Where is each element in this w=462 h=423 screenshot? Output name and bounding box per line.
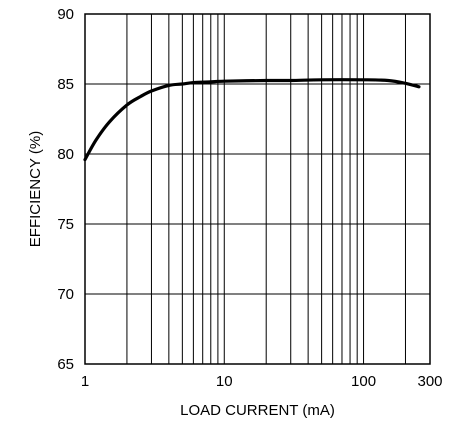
x-tick-label: 100	[351, 373, 376, 390]
x-tick-label: 300	[417, 373, 442, 390]
x-tick-label: 1	[81, 373, 89, 390]
efficiency-series-line-0	[83, 78, 421, 162]
x-tick-label: 10	[216, 373, 233, 390]
plot-frame	[84, 13, 431, 365]
y-tick-label: 65	[57, 356, 74, 373]
y-axis-title: EFFICIENCY (%)	[27, 131, 44, 247]
x-axis-title: LOAD CURRENT (mA)	[180, 402, 335, 419]
tick-layer: 1 10 100 300 65 70 75 80 85 90	[57, 6, 442, 390]
grid-layer	[85, 14, 430, 364]
data-layer	[83, 78, 421, 162]
y-tick-label: 90	[57, 6, 74, 23]
y-tick-label: 75	[57, 216, 74, 233]
y-tick-label: 85	[57, 76, 74, 93]
y-tick-label: 70	[57, 286, 74, 303]
y-tick-label: 80	[57, 146, 74, 163]
